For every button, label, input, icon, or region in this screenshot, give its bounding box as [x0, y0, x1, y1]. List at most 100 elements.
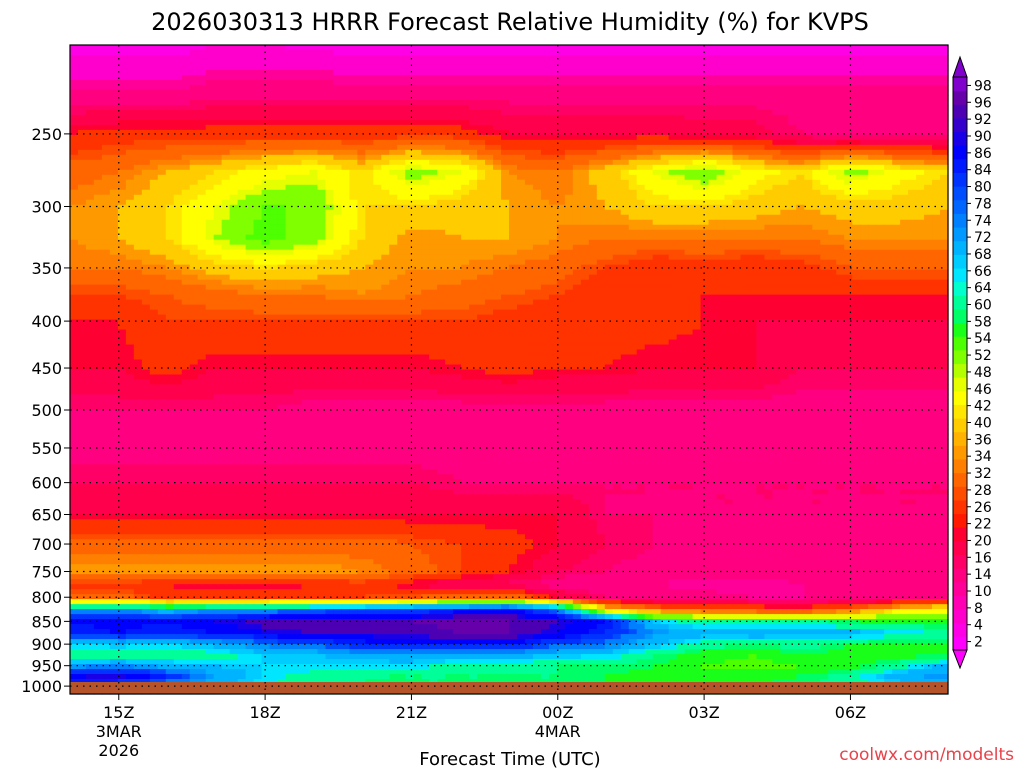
- rh-cell: [732, 214, 742, 221]
- rh-cell: [596, 249, 606, 256]
- rh-cell: [365, 99, 374, 106]
- rh-cell: [620, 189, 630, 196]
- rh-cell: [453, 184, 462, 191]
- rh-cell: [189, 214, 199, 221]
- rh-cell: [692, 264, 702, 271]
- rh-cell: [612, 204, 622, 211]
- rh-cell: [253, 149, 263, 156]
- rh-cell: [532, 244, 542, 251]
- rh-cell: [429, 149, 438, 156]
- rh-cell: [437, 164, 446, 171]
- rh-cell: [509, 144, 518, 151]
- rh-cell: [900, 224, 909, 231]
- rh-cell: [692, 249, 702, 256]
- rh-cell: [389, 249, 398, 256]
- rh-cell: [700, 104, 710, 111]
- rh-cell: [924, 184, 933, 191]
- rh-cell: [149, 209, 159, 216]
- rh-cell: [652, 229, 662, 236]
- rh-cell: [70, 269, 79, 276]
- rh-cell: [365, 69, 374, 76]
- rh-cell: [876, 54, 885, 61]
- rh-cell: [724, 159, 734, 166]
- rh-cell: [596, 134, 606, 141]
- rh-cell: [397, 259, 406, 266]
- rh-cell: [357, 264, 366, 271]
- rh-cell: [229, 244, 239, 251]
- rh-cell: [173, 124, 183, 131]
- rh-cell: [804, 79, 813, 86]
- rh-cell: [796, 244, 805, 251]
- rh-cell: [317, 159, 327, 166]
- rh-cell: [732, 199, 742, 206]
- rh-cell: [820, 129, 829, 136]
- rh-cell: [852, 114, 861, 121]
- rh-cell: [413, 99, 422, 106]
- rh-cell: [325, 179, 334, 186]
- rh-cell: [748, 254, 758, 261]
- rh-cell: [253, 144, 263, 151]
- rh-cell: [892, 214, 901, 221]
- rh-cell: [540, 49, 550, 56]
- rh-cell: [357, 189, 366, 196]
- rh-cell: [812, 254, 821, 261]
- rh-cell: [453, 174, 462, 181]
- rh-cell: [900, 154, 909, 161]
- rh-cell: [636, 69, 646, 76]
- rh-cell: [572, 89, 582, 96]
- rh-cell: [413, 164, 422, 171]
- rh-cell: [852, 54, 861, 61]
- rh-cell: [293, 139, 303, 146]
- rh-cell: [325, 229, 334, 236]
- rh-cell: [381, 154, 390, 161]
- rh-cell: [548, 149, 558, 156]
- rh-cell: [892, 194, 901, 201]
- rh-cell: [620, 209, 630, 216]
- rh-cell: [293, 159, 303, 166]
- rh-cell: [564, 64, 574, 71]
- rh-cell: [477, 89, 486, 96]
- rh-cell: [836, 164, 845, 171]
- rh-cell: [916, 189, 925, 196]
- rh-cell: [580, 45, 590, 51]
- rh-cell: [477, 204, 486, 211]
- rh-cell: [644, 254, 654, 261]
- rh-cell: [708, 229, 718, 236]
- rh-cell: [357, 184, 366, 191]
- rh-cell: [173, 104, 183, 111]
- rh-cell: [485, 129, 494, 136]
- rh-cell: [293, 129, 303, 136]
- rh-cell: [445, 129, 454, 136]
- rh-cell: [317, 164, 327, 171]
- rh-cell: [748, 249, 758, 256]
- rh-cell: [804, 159, 813, 166]
- rh-cell: [333, 169, 342, 176]
- rh-cell: [285, 204, 295, 211]
- rh-cell: [932, 79, 941, 86]
- rh-cell: [309, 74, 319, 81]
- rh-cell: [117, 134, 127, 141]
- rh-cell: [461, 214, 470, 221]
- rh-cell: [876, 244, 885, 251]
- rh-cell: [341, 59, 350, 66]
- rh-cell: [365, 74, 374, 81]
- rh-cell: [269, 229, 279, 236]
- rh-cell: [189, 84, 199, 91]
- rh-cell: [836, 124, 845, 131]
- rh-cell: [804, 164, 813, 171]
- rh-cell: [932, 209, 941, 216]
- rh-cell: [548, 209, 558, 216]
- rh-cell: [269, 189, 279, 196]
- rh-cell: [485, 219, 494, 226]
- rh-cell: [101, 49, 111, 56]
- rh-cell: [461, 119, 470, 126]
- rh-cell: [812, 99, 821, 106]
- rh-cell: [461, 154, 470, 161]
- rh-cell: [301, 114, 311, 121]
- rh-cell: [940, 229, 949, 236]
- rh-cell: [828, 234, 837, 241]
- rh-cell: [109, 169, 119, 176]
- rh-cell: [365, 109, 374, 116]
- rh-cell: [109, 99, 119, 106]
- rh-cell: [908, 259, 917, 266]
